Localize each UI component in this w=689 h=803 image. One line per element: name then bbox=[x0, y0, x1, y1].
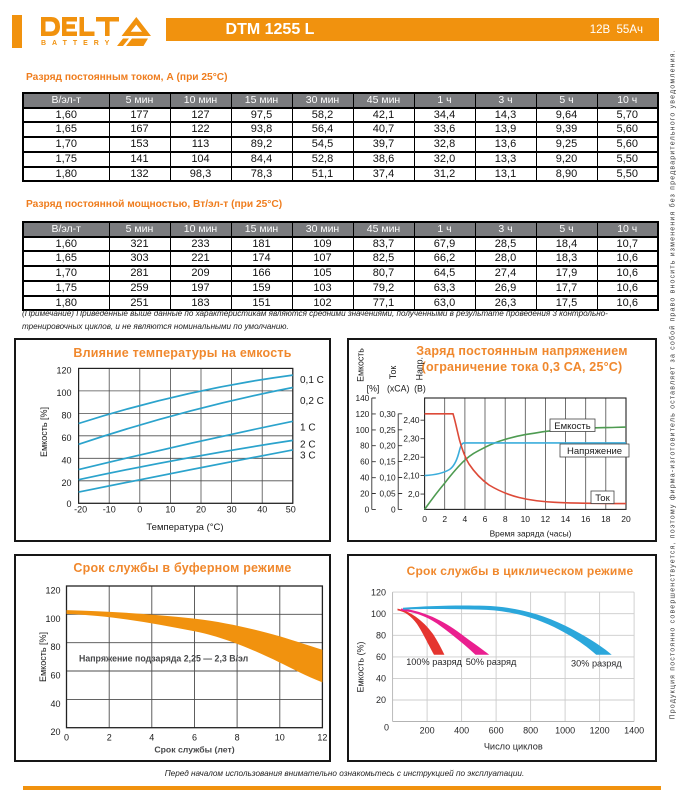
svg-text:20: 20 bbox=[196, 505, 206, 515]
svg-text:120: 120 bbox=[355, 409, 369, 419]
svg-text:Напряжение подзаряда 2,25 — 2,: Напряжение подзаряда 2,25 — 2,3 В/эл bbox=[79, 654, 248, 664]
svg-text:Срок службы (лет): Срок службы (лет) bbox=[154, 745, 234, 755]
svg-text:40: 40 bbox=[50, 699, 60, 709]
svg-text:0,05: 0,05 bbox=[379, 489, 396, 499]
svg-text:100% разряд: 100% разряд bbox=[406, 657, 462, 667]
svg-text:0,15: 0,15 bbox=[379, 457, 396, 467]
svg-text:20: 20 bbox=[360, 489, 370, 499]
svg-text:Напр.: Напр. bbox=[415, 357, 425, 380]
svg-text:600: 600 bbox=[489, 726, 504, 736]
svg-text:40: 40 bbox=[61, 455, 71, 465]
svg-text:0,30: 0,30 bbox=[379, 409, 396, 419]
svg-text:0: 0 bbox=[66, 499, 71, 509]
svg-text:2,30: 2,30 bbox=[403, 434, 420, 444]
svg-text:-10: -10 bbox=[103, 505, 116, 515]
svg-text:Емкость [%]: Емкость [%] bbox=[39, 407, 49, 457]
svg-text:Емкость: Емкость bbox=[554, 421, 591, 432]
svg-text:0,25: 0,25 bbox=[379, 425, 396, 435]
svg-text:(xCA): (xCA) bbox=[387, 384, 410, 394]
svg-text:Ток: Ток bbox=[388, 366, 398, 380]
svg-text:200: 200 bbox=[420, 726, 435, 736]
svg-text:Емкость [%]: Емкость [%] bbox=[38, 632, 48, 682]
svg-text:16: 16 bbox=[581, 514, 591, 524]
svg-text:Ток: Ток bbox=[595, 493, 610, 504]
svg-text:80: 80 bbox=[61, 410, 71, 420]
svg-text:BATTERY: BATTERY bbox=[41, 40, 115, 47]
svg-text:50: 50 bbox=[286, 505, 296, 515]
svg-text:8: 8 bbox=[503, 514, 508, 524]
svg-text:0: 0 bbox=[384, 723, 389, 733]
svg-text:8: 8 bbox=[235, 733, 240, 743]
svg-text:80: 80 bbox=[360, 441, 370, 451]
svg-text:-20: -20 bbox=[74, 505, 87, 515]
svg-text:40: 40 bbox=[257, 505, 267, 515]
svg-text:[%]: [%] bbox=[367, 384, 380, 394]
svg-text:Емкость: Емкость bbox=[356, 348, 366, 382]
svg-text:1200: 1200 bbox=[590, 726, 610, 736]
svg-text:0: 0 bbox=[137, 505, 142, 515]
svg-text:30% разряд: 30% разряд bbox=[571, 659, 622, 669]
svg-text:1400: 1400 bbox=[624, 726, 644, 736]
svg-text:2 C: 2 C bbox=[300, 439, 316, 450]
svg-text:100: 100 bbox=[56, 388, 71, 398]
svg-text:40: 40 bbox=[360, 473, 370, 483]
svg-text:(B): (B) bbox=[414, 384, 426, 394]
svg-text:Напряжение: Напряжение bbox=[567, 446, 622, 457]
svg-text:Число циклов: Число циклов bbox=[484, 741, 543, 751]
svg-text:0: 0 bbox=[64, 733, 69, 743]
svg-text:120: 120 bbox=[56, 365, 71, 375]
svg-text:1 C: 1 C bbox=[300, 423, 316, 434]
svg-text:2,0: 2,0 bbox=[408, 489, 420, 499]
svg-text:20: 20 bbox=[621, 514, 631, 524]
svg-text:120: 120 bbox=[371, 587, 386, 597]
svg-text:2,10: 2,10 bbox=[403, 471, 420, 481]
svg-text:14: 14 bbox=[561, 514, 571, 524]
svg-text:800: 800 bbox=[523, 726, 538, 736]
svg-text:60: 60 bbox=[360, 457, 370, 467]
svg-text:2: 2 bbox=[442, 514, 447, 524]
svg-text:6: 6 bbox=[192, 733, 197, 743]
svg-text:10: 10 bbox=[521, 514, 531, 524]
svg-text:Температура (°С): Температура (°С) bbox=[146, 522, 223, 533]
svg-text:0,2 C: 0,2 C bbox=[300, 396, 324, 407]
svg-text:0,1 C: 0,1 C bbox=[300, 375, 324, 386]
svg-text:2: 2 bbox=[107, 733, 112, 743]
svg-text:80: 80 bbox=[50, 642, 60, 652]
svg-text:60: 60 bbox=[376, 652, 386, 662]
svg-text:140: 140 bbox=[355, 393, 369, 403]
svg-text:100: 100 bbox=[45, 614, 60, 624]
svg-text:4: 4 bbox=[149, 733, 154, 743]
svg-text:50% разряд: 50% разряд bbox=[466, 657, 517, 667]
svg-text:2,40: 2,40 bbox=[403, 415, 420, 425]
svg-text:12: 12 bbox=[541, 514, 551, 524]
svg-text:0,20: 0,20 bbox=[379, 441, 396, 451]
svg-text:10: 10 bbox=[275, 733, 285, 743]
svg-text:10: 10 bbox=[165, 505, 175, 515]
svg-text:0: 0 bbox=[365, 504, 370, 514]
svg-text:1000: 1000 bbox=[555, 726, 575, 736]
svg-text:40: 40 bbox=[376, 674, 386, 684]
svg-text:3 C: 3 C bbox=[300, 450, 316, 461]
svg-text:12: 12 bbox=[317, 733, 327, 743]
svg-text:4: 4 bbox=[463, 514, 468, 524]
svg-text:20: 20 bbox=[50, 727, 60, 737]
svg-text:0,10: 0,10 bbox=[379, 473, 396, 483]
svg-text:0: 0 bbox=[391, 504, 396, 514]
svg-text:0: 0 bbox=[422, 514, 427, 524]
svg-text:Емкость (%): Емкость (%) bbox=[356, 641, 366, 692]
svg-text:400: 400 bbox=[454, 726, 469, 736]
svg-text:60: 60 bbox=[61, 433, 71, 443]
svg-text:18: 18 bbox=[601, 514, 611, 524]
svg-text:100: 100 bbox=[371, 609, 386, 619]
svg-text:6: 6 bbox=[483, 514, 488, 524]
svg-text:2,20: 2,20 bbox=[403, 452, 420, 462]
svg-text:80: 80 bbox=[376, 631, 386, 641]
svg-text:100: 100 bbox=[355, 425, 369, 435]
svg-text:Время заряда (часы): Время заряда (часы) bbox=[490, 529, 572, 539]
svg-text:20: 20 bbox=[61, 478, 71, 488]
svg-text:30: 30 bbox=[227, 505, 237, 515]
svg-text:120: 120 bbox=[45, 586, 60, 596]
svg-text:60: 60 bbox=[50, 671, 60, 681]
svg-text:20: 20 bbox=[376, 695, 386, 705]
